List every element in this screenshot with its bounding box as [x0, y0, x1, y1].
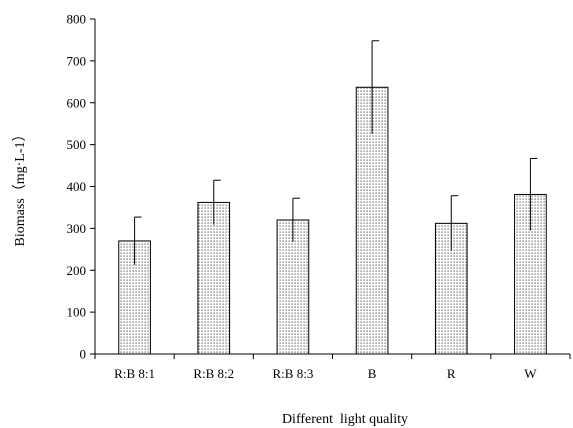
x-category-label: B: [368, 366, 377, 381]
bar: [434, 222, 468, 355]
y-tick-label: 500: [67, 137, 87, 152]
x-category-label: R:B 8:3: [273, 366, 314, 381]
y-ticks-group: 0 100 200 300 400 500 600 700 800: [67, 12, 95, 362]
x-category-label: W: [524, 366, 537, 381]
y-axis-title: Biomass（mg·L-1）: [12, 128, 28, 247]
error-bars-group: [134, 40, 538, 265]
bar: [276, 219, 310, 355]
y-tick-label: 800: [67, 12, 87, 27]
y-tick-label: 0: [80, 347, 87, 362]
y-tick-label: 200: [67, 263, 87, 278]
y-tick-label: 600: [67, 95, 87, 110]
y-tick-label: 400: [67, 179, 87, 194]
x-axis-title: Different light quality: [282, 412, 408, 427]
y-tick-label: 300: [67, 221, 87, 236]
y-tick-label: 100: [67, 305, 87, 320]
y-tick-label: 700: [67, 53, 87, 68]
bars-group: [118, 86, 547, 355]
x-ticks-group: R:B 8:1 R:B 8:2 R:B 8:3 B R W: [94, 354, 571, 381]
x-category-label: R: [447, 366, 456, 381]
x-category-label: R:B 8:1: [114, 366, 155, 381]
bar: [197, 201, 231, 355]
x-category-label: R:B 8:2: [193, 366, 234, 381]
